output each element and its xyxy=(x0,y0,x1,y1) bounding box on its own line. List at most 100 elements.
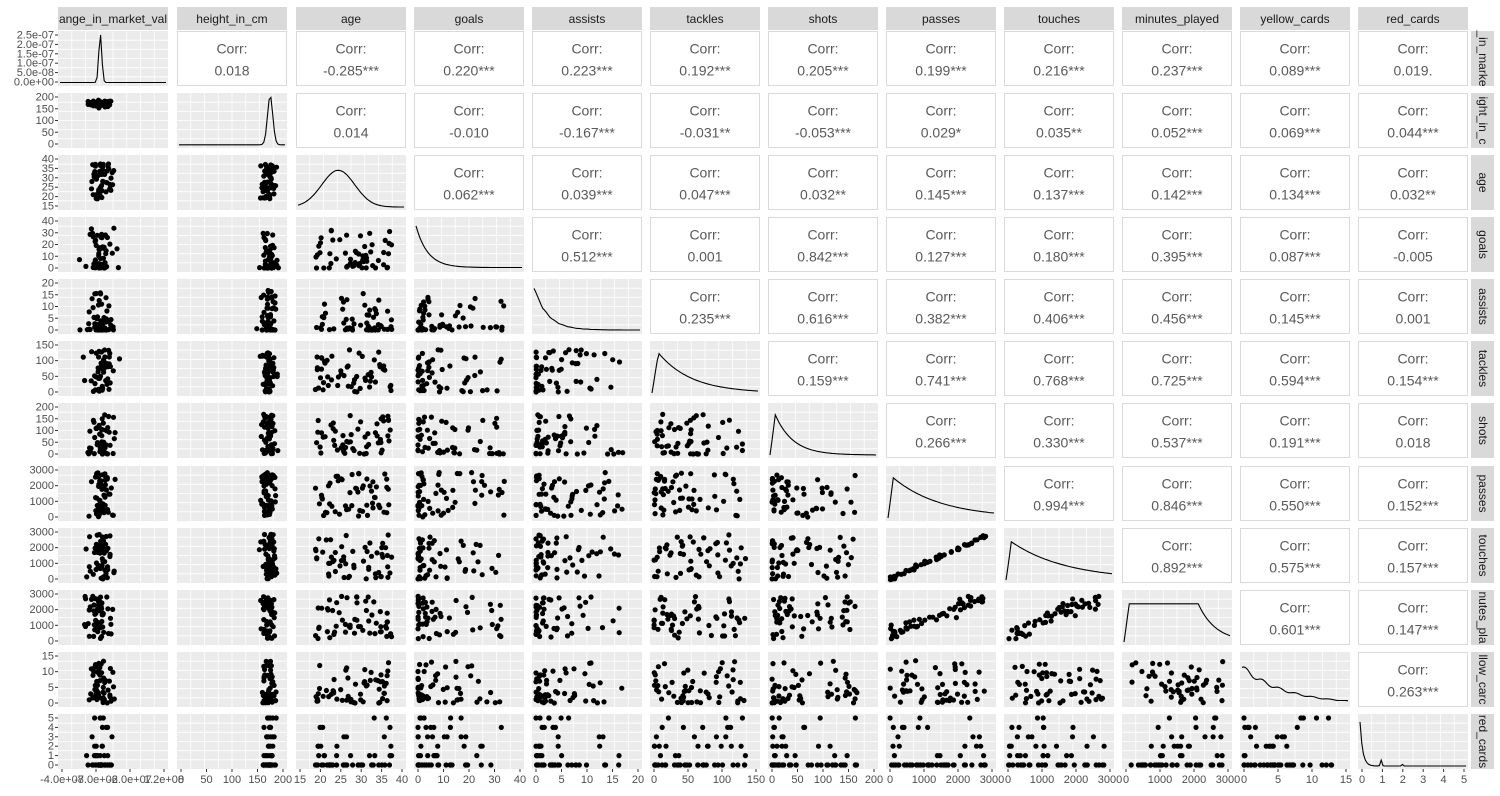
scatter-point xyxy=(389,326,395,332)
scatter-point xyxy=(270,715,276,721)
scatter-point xyxy=(569,630,575,636)
scatter-point xyxy=(542,436,548,442)
scatter-point xyxy=(342,250,348,256)
scatter-point xyxy=(90,230,96,236)
scatter-point xyxy=(652,672,658,678)
scatter-points xyxy=(769,715,860,768)
correlation-panel xyxy=(1240,403,1350,458)
scatter-point xyxy=(558,433,564,439)
scatter-point xyxy=(1024,668,1030,675)
scatter-point xyxy=(1129,679,1135,685)
scatter-point xyxy=(338,558,345,564)
scatter-point xyxy=(533,602,539,609)
scatter-point xyxy=(376,569,382,576)
scatter-point xyxy=(415,379,421,385)
scatter-point xyxy=(323,687,329,694)
scatter-point xyxy=(428,724,434,731)
scatter-point xyxy=(590,683,596,689)
scatter-point xyxy=(1163,688,1169,694)
scatter-point xyxy=(265,164,271,170)
scatter-point xyxy=(707,546,713,552)
scatter-points xyxy=(86,658,117,706)
correlation-panel xyxy=(1240,466,1350,521)
scatter-point xyxy=(548,634,554,640)
x-tick-label: -4.0e+07 xyxy=(40,774,84,786)
correlation-panel xyxy=(1240,341,1350,396)
scatter-point xyxy=(367,630,373,636)
scatter-point xyxy=(564,633,571,639)
scatter-point xyxy=(105,630,112,637)
panel-grid xyxy=(58,31,168,86)
scatter-point xyxy=(723,715,729,721)
scatter-point xyxy=(437,550,443,557)
scatter-point xyxy=(368,374,375,380)
scatter-point xyxy=(680,542,686,548)
scatter-point xyxy=(347,256,354,262)
scatter-point xyxy=(780,696,786,702)
y-tick-label: 20 xyxy=(42,239,54,251)
scatter-point xyxy=(779,616,785,622)
scatter-point xyxy=(272,572,278,578)
scatter-points xyxy=(533,470,625,519)
correlation-prefix: Corr: xyxy=(807,103,838,119)
scatter-point xyxy=(840,762,846,768)
correlation-panel xyxy=(886,217,996,272)
scatter-point xyxy=(110,669,116,675)
scatter-point xyxy=(265,265,271,271)
scatter-point xyxy=(1219,698,1225,704)
scatter-point xyxy=(334,753,340,759)
scatter-point xyxy=(102,471,108,477)
scatter-point xyxy=(540,595,547,601)
scatter-point xyxy=(974,537,980,543)
scatter-point xyxy=(948,549,954,555)
scatter-point xyxy=(894,634,900,640)
scatter-point xyxy=(110,414,117,420)
scatter-point xyxy=(386,762,393,768)
correlation-panel xyxy=(1358,279,1468,334)
scatter-point xyxy=(937,671,943,677)
scatter-point xyxy=(704,743,711,749)
scatter-point xyxy=(573,762,579,768)
scatter-point xyxy=(328,422,334,428)
scatter-point xyxy=(742,615,748,621)
scatter-point xyxy=(484,387,490,393)
scatter-point xyxy=(1072,691,1078,697)
scatter-point xyxy=(978,743,984,749)
scatter-point xyxy=(384,552,390,559)
scatter-point xyxy=(578,347,584,353)
y-tick-label: 50 xyxy=(42,437,54,449)
scatter-point xyxy=(1012,664,1018,670)
scatter-point xyxy=(730,677,736,683)
scatter-point xyxy=(359,353,365,359)
scatter-point xyxy=(357,624,363,630)
correlation-prefix: Corr: xyxy=(453,103,484,119)
scatter-point xyxy=(538,552,544,558)
scatter-point xyxy=(415,484,421,490)
scatter-point xyxy=(427,567,433,573)
correlation-prefix: Corr: xyxy=(925,289,956,305)
scatter-point xyxy=(947,606,953,612)
scatter-point xyxy=(361,258,367,265)
scatter-point xyxy=(470,550,476,556)
scatter-point xyxy=(922,617,928,623)
scatter-point xyxy=(97,715,103,721)
scatter-point xyxy=(774,472,780,478)
scatter-point xyxy=(1168,694,1174,700)
scatter-point xyxy=(1166,678,1173,684)
scatter-point xyxy=(568,439,574,445)
scatter-points xyxy=(769,658,860,706)
correlation-panel xyxy=(886,403,996,458)
scatter-point xyxy=(742,753,749,759)
scatter-point xyxy=(336,511,343,517)
scatter-point xyxy=(888,622,894,628)
correlation-prefix: Corr: xyxy=(571,165,602,181)
scatter-point xyxy=(982,762,988,768)
scatter-point xyxy=(370,505,376,511)
column-label: tackles xyxy=(686,12,723,26)
scatter-point xyxy=(465,427,471,433)
scatter-point xyxy=(85,762,91,768)
scatter-point xyxy=(937,691,943,698)
scatter-point xyxy=(594,700,601,706)
y-tick-label: 20 xyxy=(42,278,54,290)
scatter-points xyxy=(313,227,395,271)
